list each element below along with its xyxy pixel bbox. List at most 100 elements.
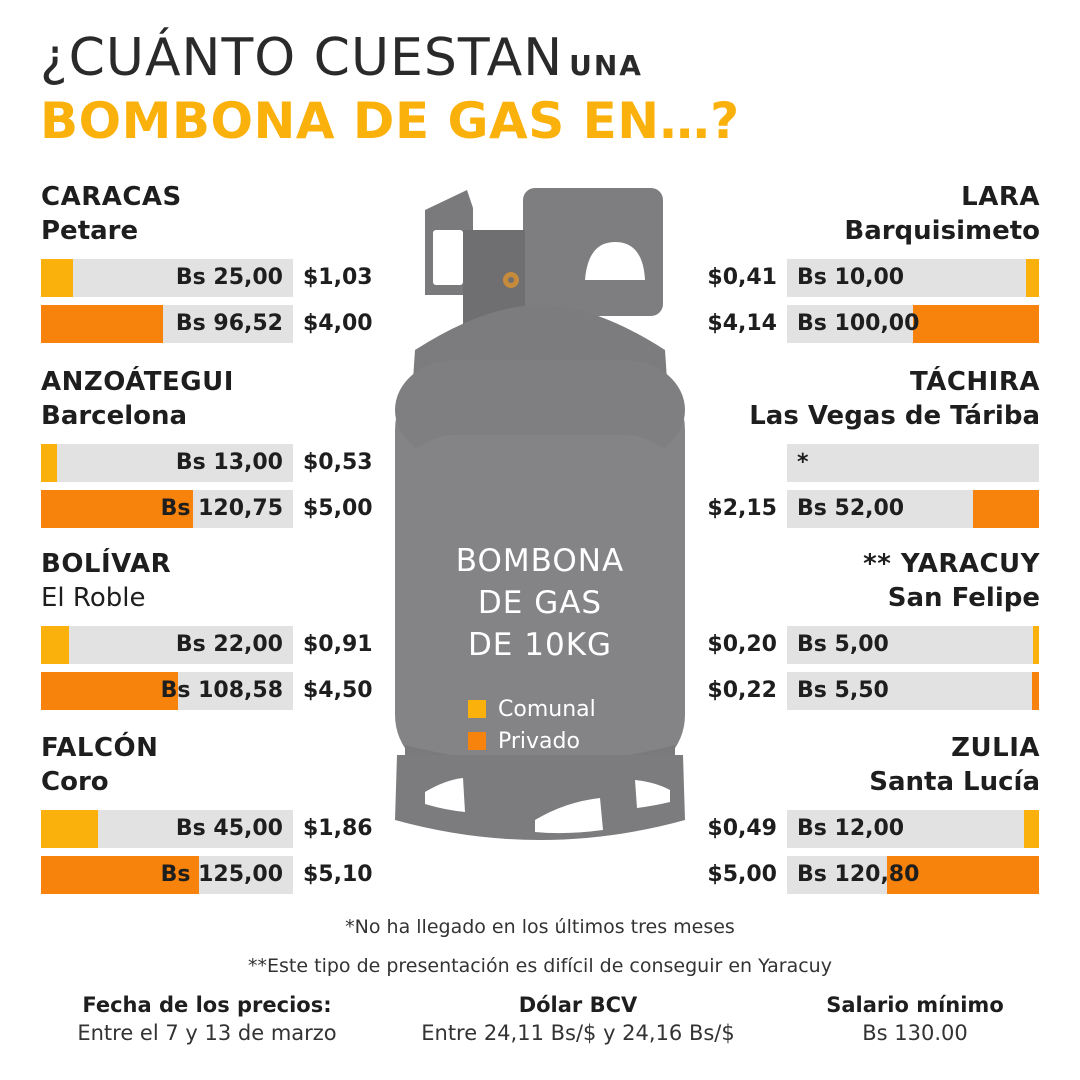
bar-comunal: Bs 13,00 xyxy=(41,444,293,482)
bar-comunal: Bs 12,00 xyxy=(787,810,1039,848)
bar-fill-privado xyxy=(1032,672,1039,710)
bar-value-usd: $5,10 xyxy=(303,862,373,887)
cylinder-label: BOMBONA DE GAS DE 10KG xyxy=(410,540,670,666)
footer-salario: Salario mínimo Bs 130.00 xyxy=(735,993,1080,1045)
footer-salario-value: Bs 130.00 xyxy=(862,1021,968,1045)
bar-value-usd: $0,20 xyxy=(707,632,777,657)
region-right-0: LARA Barquisimeto xyxy=(700,180,1040,248)
legend-item-comunal: Comunal xyxy=(468,697,596,722)
bar-value-usd: $0,53 xyxy=(303,450,373,475)
region-city: Barcelona xyxy=(41,401,188,431)
bar-value-bs: Bs 125,00 xyxy=(160,862,283,887)
bar-value-bs: Bs 120,80 xyxy=(797,862,920,887)
footer-fecha-label: Fecha de los precios: xyxy=(82,993,332,1017)
footer-fecha-value: Entre el 7 y 13 de marzo xyxy=(77,1021,337,1045)
region-state: CARACAS xyxy=(41,182,182,212)
bar-fill-privado xyxy=(41,856,199,894)
bar-value-bs: Bs 13,00 xyxy=(175,450,283,475)
cylinder-graphic xyxy=(395,188,685,840)
region-right-3: ZULIA Santa Lucía xyxy=(700,731,1040,799)
bar-value-usd: $0,22 xyxy=(707,678,777,703)
bar-fill-comunal xyxy=(1026,259,1039,297)
bar-fill-privado xyxy=(41,305,163,343)
title-line-1: ¿CUÁNTO CUESTAN UNA xyxy=(40,28,643,88)
region-city: Petare xyxy=(41,216,139,246)
legend-swatch-privado xyxy=(468,732,486,750)
footer-dolar-label: Dólar BCV xyxy=(518,993,638,1017)
bar-fill-comunal xyxy=(1024,810,1039,848)
bar-fill-privado xyxy=(887,856,1039,894)
bar-value-bs: Bs 25,00 xyxy=(175,265,283,290)
bar-fill-comunal xyxy=(41,810,98,848)
title-line-2: BOMBONA DE GAS EN…? xyxy=(40,92,740,150)
bar-privado: Bs 96,52 xyxy=(41,305,293,343)
bar-value-usd: $1,03 xyxy=(303,265,373,290)
bar-value-usd: $4,14 xyxy=(707,311,777,336)
bar-value-usd: $0,41 xyxy=(707,265,777,290)
bar-value-usd: $5,00 xyxy=(303,496,373,521)
bar-privado: Bs 108,58 xyxy=(41,672,293,710)
region-city: Coro xyxy=(41,767,109,797)
region-city: Las Vegas de Táriba xyxy=(749,401,1040,431)
region-left-2: BOLÍVAR El Roble xyxy=(41,547,381,615)
region-left-3: FALCÓN Coro xyxy=(41,731,381,799)
footer-dolar: Dólar BCV Entre 24,11 Bs/$ y 24,16 Bs/$ xyxy=(398,993,758,1045)
cylinder-label-line: DE GAS xyxy=(477,585,603,621)
bar-value-usd: $1,86 xyxy=(303,816,373,841)
bar-privado: Bs 120,75 xyxy=(41,490,293,528)
bar-comunal: Bs 10,00 xyxy=(787,259,1039,297)
region-state: FALCÓN xyxy=(41,733,159,763)
region-state: ANZOÁTEGUI xyxy=(41,367,234,397)
bar-value-usd: $4,50 xyxy=(303,678,373,703)
bar-fill-comunal xyxy=(41,259,73,297)
legend-item-privado: Privado xyxy=(468,729,580,754)
title-small: UNA xyxy=(569,49,643,82)
bar-fill-comunal xyxy=(1033,626,1039,664)
legend-swatch-comunal xyxy=(468,700,486,718)
bar-value-bs: Bs 10,00 xyxy=(797,265,905,290)
bar-fill-comunal xyxy=(41,626,69,664)
gas-cylinder-illustration xyxy=(395,188,685,840)
legend-label-comunal: Comunal xyxy=(498,697,596,722)
bar-value-bs: Bs 120,75 xyxy=(160,496,283,521)
bar-value-usd: $2,15 xyxy=(707,496,777,521)
bar-comunal: Bs 45,00 xyxy=(41,810,293,848)
bar-value-usd: $0,91 xyxy=(303,632,373,657)
bar-comunal: * xyxy=(787,444,1039,482)
bar-fill-privado xyxy=(913,305,1039,343)
bar-comunal: Bs 5,00 xyxy=(787,626,1039,664)
region-state: LARA xyxy=(961,182,1040,212)
bar-privado: Bs 5,50 xyxy=(787,672,1039,710)
bar-fill-privado xyxy=(41,490,193,528)
title-main: ¿CUÁNTO CUESTAN xyxy=(40,28,564,88)
bar-value-bs: Bs 5,00 xyxy=(797,632,889,657)
bar-value-usd: $5,00 xyxy=(707,862,777,887)
cylinder-label-line: BOMBONA xyxy=(455,543,625,579)
cylinder-label-line: DE 10KG xyxy=(467,627,613,663)
footnote-1: *No ha llegado en los últimos tres meses xyxy=(345,916,735,938)
bar-value-bs: Bs 108,58 xyxy=(160,678,283,703)
region-state: ** YARACUY xyxy=(863,549,1040,579)
region-city: San Felipe xyxy=(887,583,1040,613)
bar-value-bs: * xyxy=(797,450,809,475)
bar-fill-privado xyxy=(41,672,178,710)
region-city: Barquisimeto xyxy=(844,216,1040,246)
bar-value-bs: Bs 45,00 xyxy=(175,816,283,841)
region-city: Santa Lucía xyxy=(869,767,1040,797)
region-right-2: ** YARACUY San Felipe xyxy=(700,547,1040,615)
bar-fill-comunal xyxy=(41,444,57,482)
footer-fecha: Fecha de los precios: Entre el 7 y 13 de… xyxy=(27,993,387,1045)
region-left-0: CARACAS Petare xyxy=(41,180,381,248)
footnote-2: **Este tipo de presentación es difícil d… xyxy=(248,955,832,977)
bar-comunal: Bs 25,00 xyxy=(41,259,293,297)
bar-privado: Bs 100,00 xyxy=(787,305,1039,343)
footer-salario-label: Salario mínimo xyxy=(826,993,1004,1017)
legend-label-privado: Privado xyxy=(498,729,580,754)
bar-privado: Bs 125,00 xyxy=(41,856,293,894)
bar-value-bs: Bs 22,00 xyxy=(175,632,283,657)
bar-value-usd: $0,49 xyxy=(707,816,777,841)
bar-value-usd: $4,00 xyxy=(303,311,373,336)
bar-value-bs: Bs 12,00 xyxy=(797,816,905,841)
bar-privado: Bs 52,00 xyxy=(787,490,1039,528)
region-right-1: TÁCHIRA Las Vegas de Táriba xyxy=(700,365,1040,433)
